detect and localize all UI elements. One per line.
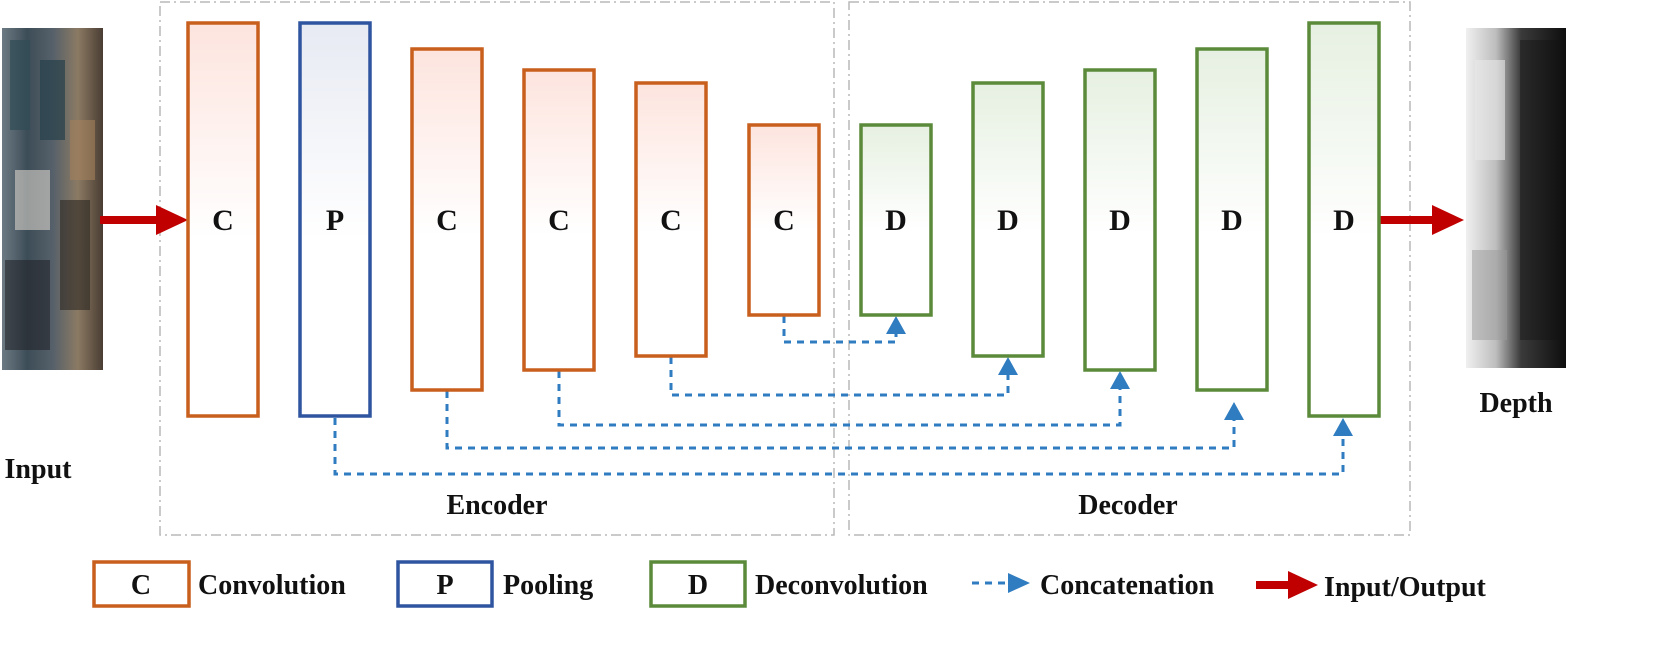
decoder-deconv-block-4 [1195,47,1269,392]
output-arrow [1376,205,1464,235]
skip-connections [333,316,1345,476]
encoder-block-label: P [326,204,344,237]
skip-arrowhead [998,357,1018,375]
decoder-block-label: D [1109,204,1131,237]
legend-deconvolution-label: Deconvolution [755,570,928,601]
encoder-region [159,1,835,536]
legend-pooling-swatch [396,560,494,608]
legend-convolution-symbol: C [131,570,151,601]
legend-deconvolution-swatch [649,560,747,608]
skip-arrowhead [1110,371,1130,389]
encoder-block-label: C [436,204,458,237]
encoder-pool-block [298,21,372,418]
encoder-conv-block-4 [634,81,708,358]
legend-pooling-label: Pooling [503,570,593,601]
skip-connection [669,357,1010,397]
encoder-block-label: C [660,204,682,237]
skip-arrowhead [1333,418,1353,436]
decoder-deconv-block-3 [1083,68,1157,372]
decoder-deconv-block-2 [971,81,1045,358]
legend-pooling-symbol: P [436,570,453,601]
decoder-block-label: D [1333,204,1355,237]
decoder-block-label: D [997,204,1019,237]
legend-concatenation-arrowhead [1008,573,1030,593]
skip-connection [782,316,898,344]
encoder-conv-block-1 [186,21,260,418]
legend-io-label: Input/Output [1324,572,1487,603]
input-arrow [100,205,188,235]
encoder-conv-block-3 [522,68,596,372]
depth-label: Depth [1479,388,1553,419]
encoder-conv-block-2 [410,47,484,392]
decoder-deconv-block-1 [859,123,933,317]
decoder-block-label: D [885,204,907,237]
encoder-block-label: C [773,204,795,237]
encoder-block-label: C [212,204,234,237]
skip-arrowheads [886,316,1353,436]
decoder-block-label: D [1221,204,1243,237]
legend-io-arrowhead [1288,571,1318,599]
skip-arrowhead [1224,402,1244,420]
legend: C Convolution P Pooling D Deconvolution … [92,560,1487,608]
encoder-conv-block-5 [747,123,821,317]
legend-concatenation-label: Concatenation [1040,570,1215,601]
input-image [2,28,103,370]
legend-deconvolution-symbol: D [688,570,708,601]
decoder-region [848,1,1411,536]
depth-image [1466,28,1566,368]
encoder-label: Encoder [446,490,547,521]
skip-connection [445,391,1236,450]
legend-convolution-label: Convolution [198,570,346,601]
encoder-block-label: C [548,204,570,237]
skip-connection [333,418,1345,476]
decoder-deconv-block-5 [1307,21,1381,418]
legend-convolution-swatch [92,560,191,608]
skip-connection [557,371,1122,427]
input-label: Input [5,454,73,485]
skip-arrowhead [886,316,906,334]
decoder-label: Decoder [1078,490,1178,521]
